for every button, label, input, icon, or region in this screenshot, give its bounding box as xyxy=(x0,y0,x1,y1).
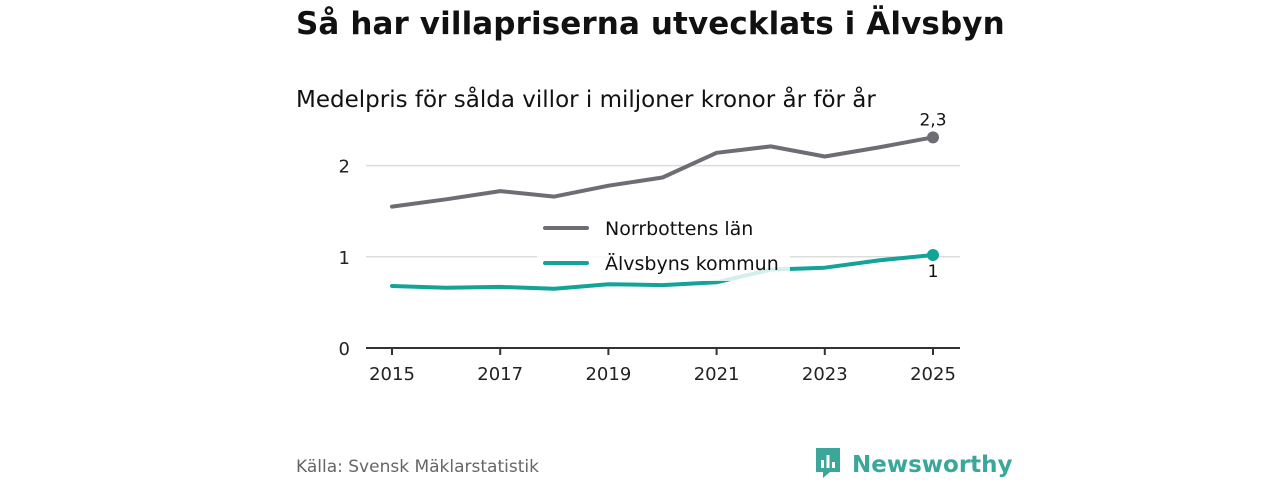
legend-label: Älvsbyns kommun xyxy=(605,252,779,275)
source-note: Källa: Svensk Mäklarstatistik xyxy=(296,457,539,477)
legend-box xyxy=(537,209,790,281)
series-line xyxy=(390,135,935,209)
data-label: 2,3 xyxy=(919,110,946,130)
x-tick-label: 2025 xyxy=(910,364,956,385)
x-tick-label: 2021 xyxy=(694,364,740,385)
series-end-marker xyxy=(927,248,939,261)
legend-label: Norrbottens län xyxy=(605,218,753,240)
brand-name: Newsworthy xyxy=(852,452,1013,478)
y-tick-label: 0 xyxy=(339,339,350,360)
y-tick-label: 1 xyxy=(339,248,350,269)
chart-title: Så har villapriserna utvecklats i Älvsby… xyxy=(296,6,1005,42)
x-tick-label: 2015 xyxy=(369,364,415,385)
chart-subtitle: Medelpris för sålda villor i miljoner kr… xyxy=(296,87,876,113)
series-line xyxy=(390,253,935,291)
x-tick-label: 2023 xyxy=(802,364,848,385)
data-label: 1 xyxy=(928,262,939,282)
newsworthy-logo-icon xyxy=(814,446,842,484)
x-tick-label: 2017 xyxy=(477,364,523,385)
series-end-marker xyxy=(927,131,939,144)
x-tick-label: 2019 xyxy=(585,364,631,385)
y-tick-label: 2 xyxy=(339,157,350,178)
brand-logo[interactable]: Newsworthy xyxy=(814,446,1013,484)
